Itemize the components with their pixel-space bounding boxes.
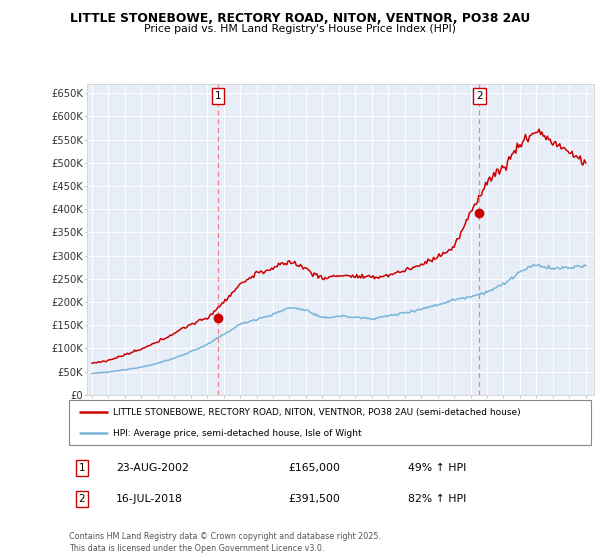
Text: £165,000: £165,000 xyxy=(288,463,340,473)
Text: 1: 1 xyxy=(215,91,221,101)
Text: LITTLE STONEBOWE, RECTORY ROAD, NITON, VENTNOR, PO38 2AU (semi-detached house): LITTLE STONEBOWE, RECTORY ROAD, NITON, V… xyxy=(113,408,521,417)
Text: HPI: Average price, semi-detached house, Isle of Wight: HPI: Average price, semi-detached house,… xyxy=(113,428,362,437)
Text: LITTLE STONEBOWE, RECTORY ROAD, NITON, VENTNOR, PO38 2AU: LITTLE STONEBOWE, RECTORY ROAD, NITON, V… xyxy=(70,12,530,25)
Text: 82% ↑ HPI: 82% ↑ HPI xyxy=(409,494,467,504)
Text: Contains HM Land Registry data © Crown copyright and database right 2025.
This d: Contains HM Land Registry data © Crown c… xyxy=(69,532,381,553)
Text: 2: 2 xyxy=(79,494,85,504)
Text: 49% ↑ HPI: 49% ↑ HPI xyxy=(409,463,467,473)
Text: 2: 2 xyxy=(476,91,483,101)
Text: 23-AUG-2002: 23-AUG-2002 xyxy=(116,463,189,473)
Text: £391,500: £391,500 xyxy=(288,494,340,504)
FancyBboxPatch shape xyxy=(69,400,591,445)
Text: Price paid vs. HM Land Registry's House Price Index (HPI): Price paid vs. HM Land Registry's House … xyxy=(144,24,456,34)
Text: 16-JUL-2018: 16-JUL-2018 xyxy=(116,494,183,504)
Text: 1: 1 xyxy=(79,463,85,473)
